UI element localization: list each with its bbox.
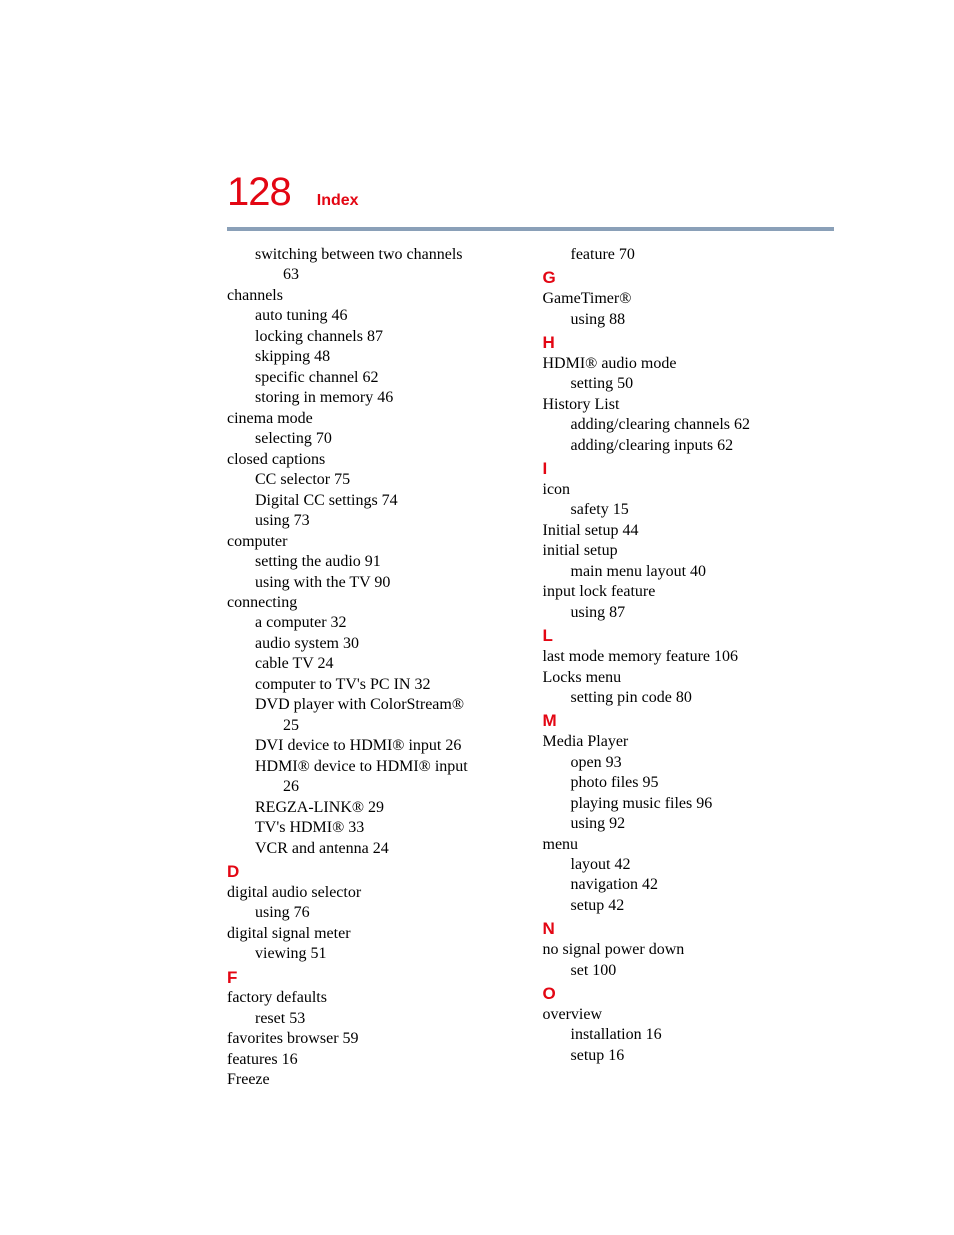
index-entry: reset 53 — [255, 1009, 519, 1029]
section-letter: I — [543, 458, 835, 480]
index-entry: setting pin code 80 — [571, 688, 835, 708]
index-entry: open 93 — [571, 753, 835, 773]
index-entry: VCR and antenna 24 — [255, 839, 519, 859]
page-number: 128 — [227, 170, 291, 215]
index-entry: using 73 — [255, 511, 519, 531]
index-entry: feature 70 — [571, 245, 835, 265]
index-entry: switching between two channels — [255, 245, 519, 265]
index-entry: HDMI® device to HDMI® input — [255, 757, 519, 777]
section-letter: N — [543, 918, 835, 940]
section-letter: O — [543, 983, 835, 1005]
index-entry: using with the TV 90 — [255, 573, 519, 593]
index-entry: REGZA-LINK® 29 — [255, 798, 519, 818]
index-entry: setting the audio 91 — [255, 552, 519, 572]
index-entry: initial setup — [543, 541, 835, 561]
index-entry: a computer 32 — [255, 613, 519, 633]
section-letter: H — [543, 332, 835, 354]
index-columns: switching between two channels63channels… — [227, 245, 834, 1091]
index-entry: Initial setup 44 — [543, 521, 835, 541]
index-entry: DVI device to HDMI® input 26 — [255, 736, 519, 756]
index-entry: icon — [543, 480, 835, 500]
index-entry: GameTimer® — [543, 289, 835, 309]
index-entry: setup 16 — [571, 1046, 835, 1066]
index-entry: last mode memory feature 106 — [543, 647, 835, 667]
header-rule — [227, 227, 834, 231]
index-entry: Locks menu — [543, 668, 835, 688]
section-letter: D — [227, 861, 519, 883]
index-entry: DVD player with ColorStream® — [255, 695, 519, 715]
index-entry: setup 42 — [571, 896, 835, 916]
index-entry: using 76 — [255, 903, 519, 923]
index-entry: factory defaults — [227, 988, 519, 1008]
index-entry: storing in memory 46 — [255, 388, 519, 408]
index-entry: installation 16 — [571, 1025, 835, 1045]
index-entry: layout 42 — [571, 855, 835, 875]
index-column-left: switching between two channels63channels… — [227, 245, 519, 1091]
index-entry: cinema mode — [227, 409, 519, 429]
index-entry: playing music files 96 — [571, 794, 835, 814]
index-entry: cable TV 24 — [255, 654, 519, 674]
index-entry: audio system 30 — [255, 634, 519, 654]
index-entry: main menu layout 40 — [571, 562, 835, 582]
index-entry: closed captions — [227, 450, 519, 470]
index-entry: specific channel 62 — [255, 368, 519, 388]
index-entry: menu — [543, 835, 835, 855]
section-letter: G — [543, 267, 835, 289]
index-entry: photo files 95 — [571, 773, 835, 793]
index-entry: viewing 51 — [255, 944, 519, 964]
index-entry: digital signal meter — [227, 924, 519, 944]
section-letter: L — [543, 625, 835, 647]
index-entry: features 16 — [227, 1050, 519, 1070]
index-entry: computer — [227, 532, 519, 552]
index-entry: using 87 — [571, 603, 835, 623]
index-entry: Digital CC settings 74 — [255, 491, 519, 511]
index-entry: setting 50 — [571, 374, 835, 394]
index-entry: History List — [543, 395, 835, 415]
index-entry: skipping 48 — [255, 347, 519, 367]
index-entry: 63 — [283, 265, 519, 285]
index-entry: digital audio selector — [227, 883, 519, 903]
index-entry: Media Player — [543, 732, 835, 752]
index-entry: selecting 70 — [255, 429, 519, 449]
index-entry: using 88 — [571, 310, 835, 330]
index-entry: auto tuning 46 — [255, 306, 519, 326]
page: 128 Index switching between two channels… — [0, 0, 954, 1151]
index-entry: no signal power down — [543, 940, 835, 960]
index-entry: computer to TV's PC IN 32 — [255, 675, 519, 695]
index-entry: favorites browser 59 — [227, 1029, 519, 1049]
index-entry: CC selector 75 — [255, 470, 519, 490]
index-entry: adding/clearing channels 62 — [571, 415, 835, 435]
index-column-right: feature 70GGameTimer®using 88HHDMI® audi… — [543, 245, 835, 1091]
index-entry: using 92 — [571, 814, 835, 834]
index-entry: overview — [543, 1005, 835, 1025]
index-entry: connecting — [227, 593, 519, 613]
index-entry: safety 15 — [571, 500, 835, 520]
index-entry: 26 — [283, 777, 519, 797]
index-entry: channels — [227, 286, 519, 306]
index-entry: navigation 42 — [571, 875, 835, 895]
index-entry: 25 — [283, 716, 519, 736]
index-entry: HDMI® audio mode — [543, 354, 835, 374]
index-entry: set 100 — [571, 961, 835, 981]
section-letter: F — [227, 967, 519, 989]
index-entry: input lock feature — [543, 582, 835, 602]
index-entry: Freeze — [227, 1070, 519, 1090]
index-entry: locking channels 87 — [255, 327, 519, 347]
section-letter: M — [543, 710, 835, 732]
index-entry: adding/clearing inputs 62 — [571, 436, 835, 456]
page-header: 128 Index — [227, 170, 834, 215]
index-entry: TV's HDMI® 33 — [255, 818, 519, 838]
page-title: Index — [317, 192, 359, 210]
